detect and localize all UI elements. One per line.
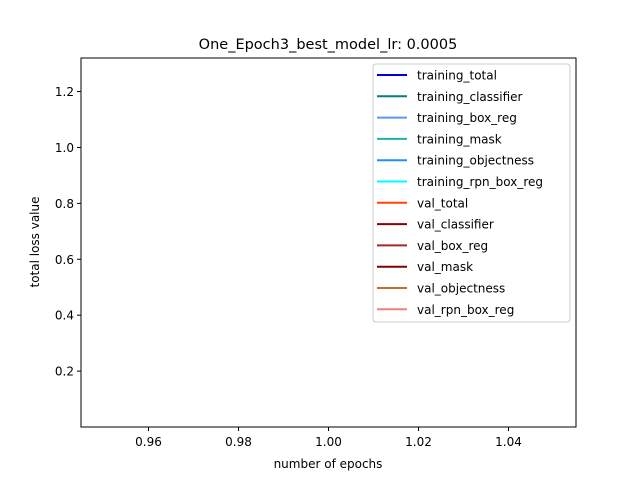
legend-entries: training_total training_classifiertrainin…	[377, 69, 543, 317]
legend-label: training_total	[417, 69, 497, 83]
y-tick-label: 0.2	[55, 365, 74, 379]
y-axis-label: total loss value	[28, 196, 42, 287]
x-axis-label: number of epochs	[274, 457, 383, 471]
legend-label: val_mask	[417, 260, 473, 274]
legend-label: training_classifier	[417, 90, 523, 104]
legend-label: val_rpn_box_reg	[417, 303, 514, 317]
legend-label: val_box_reg	[417, 239, 488, 253]
legend-label: val_total	[417, 196, 468, 210]
x-tick-label: 1.02	[405, 435, 432, 449]
x-axis-ticks: 0.96 0.98 1.00 1.02 1.04	[135, 427, 522, 449]
x-tick-label: 1.04	[495, 435, 522, 449]
y-tick-label: 0.8	[55, 197, 74, 211]
legend-label: training_box_reg	[417, 111, 517, 125]
y-axis-ticks: 0.2 0.4 0.6 0.8 1.0 1.2	[55, 85, 81, 379]
legend-label: val_objectness	[417, 282, 505, 296]
chart-title: One_Epoch3_best_model_lr: 0.0005	[199, 37, 458, 53]
legend-label: val_classifier	[417, 218, 494, 232]
y-tick-label: 0.4	[55, 309, 74, 323]
x-tick-label: 0.98	[225, 435, 252, 449]
legend-label: training_objectness	[417, 154, 534, 168]
x-tick-label: 1.00	[315, 435, 342, 449]
legend-label: training_mask	[417, 132, 502, 146]
y-tick-label: 0.6	[55, 253, 74, 267]
legend-label: training_rpn_box_reg	[417, 175, 543, 189]
y-tick-label: 1.2	[55, 85, 74, 99]
legend-frame	[372, 63, 571, 323]
legend: training_total training_classifiertrainin…	[372, 63, 571, 323]
y-tick-label: 1.0	[55, 141, 74, 155]
x-tick-label: 0.96	[135, 435, 162, 449]
